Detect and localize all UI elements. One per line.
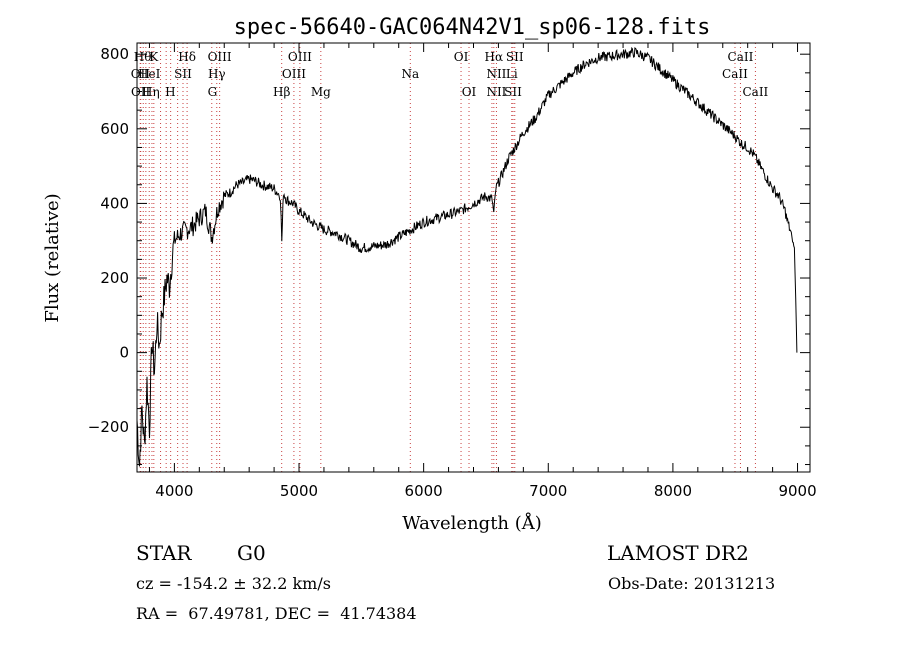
coordinates: RA = 67.49781, DEC = 41.74384 bbox=[136, 604, 417, 623]
spectral-line-label: SII bbox=[174, 67, 192, 81]
x-tick-label: 5000 bbox=[280, 482, 318, 500]
x-tick-label: 7000 bbox=[529, 482, 567, 500]
spectral-line-label: G bbox=[208, 85, 218, 99]
spectral-line-label: SII bbox=[504, 85, 522, 99]
spectral-line-label: Mg bbox=[311, 85, 331, 99]
spectral-line-label: OIII bbox=[208, 50, 232, 64]
spectral-line-label: OI bbox=[462, 85, 477, 99]
x-tick-label: 4000 bbox=[155, 482, 193, 500]
survey-label: LAMOST DR2 bbox=[607, 541, 749, 565]
y-tick-label: 200 bbox=[100, 269, 129, 287]
spectral-line-label: OII bbox=[131, 67, 151, 81]
spectral-line-label: CaII bbox=[728, 50, 754, 64]
y-tick-label: 0 bbox=[119, 344, 129, 362]
spectral-line-label: K bbox=[149, 50, 159, 64]
spectral-line-label: OII bbox=[131, 85, 151, 99]
spectrum-line bbox=[136, 46, 798, 467]
spectral-line-label: H bbox=[165, 85, 175, 99]
chart-title: spec-56640-GAC064N42V1_sp06-128.fits bbox=[234, 15, 711, 40]
object-subclass: G0 bbox=[237, 541, 266, 565]
spectral-line-label: Hγ bbox=[208, 67, 226, 81]
spectral-line-label: Na bbox=[401, 67, 419, 81]
spectral-line-label: SII bbox=[506, 50, 524, 64]
spectral-line-label: Hδ bbox=[178, 50, 196, 64]
plot-frame bbox=[136, 42, 811, 473]
spectral-line-label: Hα bbox=[485, 50, 504, 64]
x-tick-label: 9000 bbox=[778, 482, 816, 500]
observation-date: Obs-Date: 20131213 bbox=[608, 574, 776, 593]
x-tick-label: 6000 bbox=[405, 482, 443, 500]
x-axis-label: Wavelength (Å) bbox=[402, 512, 542, 534]
y-tick-label: −200 bbox=[88, 418, 129, 436]
object-class: STAR bbox=[136, 541, 192, 565]
spectral-line-label: NII bbox=[486, 85, 506, 99]
y-axis-label: Flux (relative) bbox=[42, 193, 63, 322]
x-tick-label: 8000 bbox=[654, 482, 692, 500]
spectral-line-label: NII bbox=[486, 67, 506, 81]
spectral-line-label: HeI bbox=[138, 67, 161, 81]
spectral-line-label: Hβ bbox=[273, 85, 290, 99]
spectral-line-label: CaII bbox=[722, 67, 748, 81]
y-tick-label: 600 bbox=[100, 120, 129, 138]
y-tick-label: 400 bbox=[100, 194, 129, 212]
redshift-cz: cz = -154.2 ± 32.2 km/s bbox=[136, 574, 331, 593]
spectral-line-label: OIII bbox=[282, 67, 306, 81]
spectral-line-label: OIII bbox=[288, 50, 312, 64]
spectral-line-label: Hθ bbox=[134, 50, 152, 64]
spectral-line-label: Li bbox=[506, 67, 518, 81]
spectral-line-label: Hη bbox=[142, 85, 160, 99]
spectral-line-label: OI bbox=[454, 50, 469, 64]
y-tick-label: 800 bbox=[100, 45, 129, 63]
spectral-line-label: CaII bbox=[742, 85, 768, 99]
